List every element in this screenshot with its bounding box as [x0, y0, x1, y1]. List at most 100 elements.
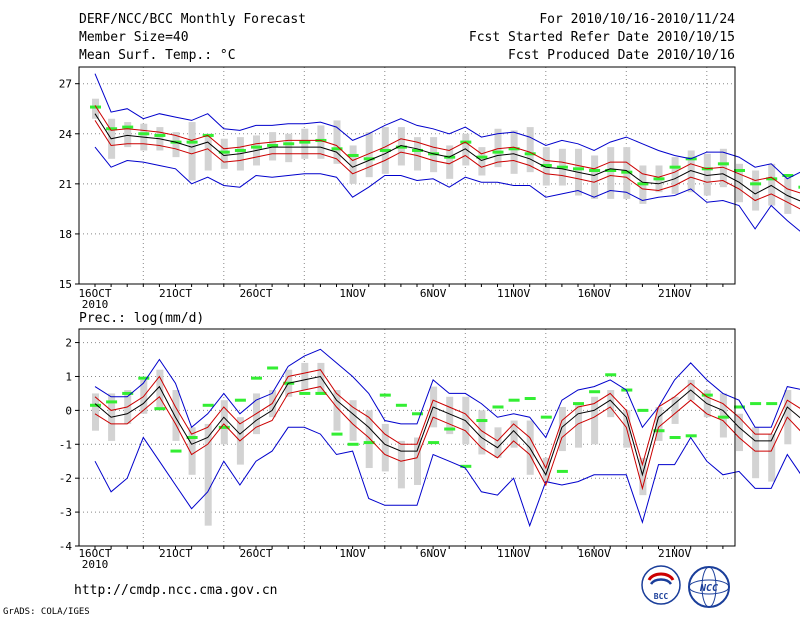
median-marker — [363, 441, 375, 445]
forecast-start-label: Fcst Started Refer Date 2010/10/15 — [469, 30, 735, 45]
y-tick-label: 21 — [59, 178, 72, 191]
median-marker — [299, 140, 311, 144]
spread-box — [446, 145, 454, 179]
median-marker — [363, 157, 375, 161]
spread-box — [92, 393, 99, 431]
median-marker — [605, 373, 617, 377]
spread-box — [526, 127, 534, 173]
spread-box — [607, 390, 615, 418]
median-marker — [734, 168, 745, 172]
median-marker — [540, 415, 552, 419]
median-marker — [267, 143, 279, 147]
median-marker — [315, 391, 327, 395]
median-marker — [556, 165, 568, 169]
median-marker — [669, 436, 681, 439]
spread-box — [317, 125, 325, 159]
spread-box — [494, 427, 502, 458]
median-marker — [798, 185, 800, 189]
y-tick-label: 1 — [65, 370, 72, 383]
ncc-logo: NCC — [688, 566, 730, 608]
median-marker — [524, 397, 536, 401]
spread-box — [671, 396, 679, 424]
forecast-period-label: For 2010/10/16-2010/11/24 — [539, 12, 735, 27]
median-marker — [283, 142, 295, 146]
series-line-mean — [94, 113, 800, 202]
plot-frame — [78, 66, 736, 285]
spread-box — [220, 400, 228, 445]
x-tick-label: 26OCT — [239, 287, 272, 300]
forecast-produced-label: Fcst Produced Date 2010/10/16 — [508, 48, 735, 63]
series-line-mean_plus — [94, 369, 800, 470]
spread-box — [156, 369, 164, 411]
median-marker — [331, 432, 343, 436]
median-marker — [106, 127, 118, 131]
median-marker — [395, 145, 407, 149]
spread-box — [575, 403, 582, 448]
spread-box — [92, 98, 99, 119]
median-marker — [267, 366, 279, 370]
median-marker — [412, 148, 423, 152]
median-marker — [154, 407, 166, 411]
median-marker — [556, 469, 568, 473]
spread-box — [478, 410, 486, 455]
median-marker — [444, 427, 456, 431]
spread-box — [510, 130, 518, 174]
spread-box — [301, 362, 309, 391]
median-marker — [186, 140, 198, 144]
spread-box — [752, 170, 760, 211]
x-tick-label: 6NOV — [420, 287, 447, 300]
median-marker — [766, 402, 778, 406]
spread-box — [591, 396, 599, 445]
spread-box — [204, 133, 212, 171]
member-size-label: Member Size=40 — [79, 30, 189, 45]
spread-box — [285, 133, 293, 163]
x-tick-label: 21OCT — [159, 287, 192, 300]
median-marker — [251, 145, 262, 149]
median-marker — [782, 174, 794, 177]
series-line-mean_plus — [94, 105, 800, 194]
spread-box — [671, 157, 679, 194]
spread-box — [719, 393, 727, 438]
spread-box — [607, 147, 615, 199]
spread-box — [188, 122, 196, 181]
median-marker — [218, 425, 230, 429]
spread-box — [381, 423, 389, 472]
spread-box — [639, 457, 647, 496]
median-marker — [170, 449, 182, 453]
median-marker — [299, 391, 311, 395]
source-url-link[interactable]: http://cmdp.ncc.cma.gov.cn — [74, 583, 278, 598]
median-marker — [122, 391, 134, 395]
spread-box — [752, 427, 760, 479]
median-marker — [524, 152, 536, 156]
y-tick-label: -4 — [59, 540, 73, 553]
median-marker — [347, 153, 359, 157]
spread-box — [542, 457, 550, 482]
spread-box — [736, 413, 743, 452]
y-tick-label: -1 — [59, 438, 72, 451]
spread-box — [558, 406, 566, 452]
spread-box — [333, 120, 341, 164]
spread-box — [494, 128, 502, 168]
spread-box — [397, 440, 405, 489]
median-marker — [621, 170, 633, 174]
median-marker — [106, 400, 118, 404]
y-tick-label: 15 — [59, 278, 72, 291]
median-marker — [331, 147, 343, 151]
spread-box — [349, 145, 357, 184]
spread-box — [478, 147, 486, 176]
variable-label: Mean Surf. Temp.: °C — [79, 48, 236, 63]
median-marker — [717, 162, 729, 166]
y-tick-label: 0 — [65, 404, 72, 417]
median-marker — [766, 177, 778, 181]
spread-box — [510, 420, 518, 448]
bcc-logo-text: BCC — [654, 592, 669, 601]
spread-box — [365, 132, 373, 178]
median-marker — [669, 165, 681, 169]
spread-box — [768, 434, 776, 482]
spread-box — [655, 406, 663, 441]
median-marker — [589, 390, 601, 394]
series-line-mean_minus — [94, 120, 800, 210]
median-marker — [750, 182, 762, 186]
series-line-max — [94, 73, 800, 180]
